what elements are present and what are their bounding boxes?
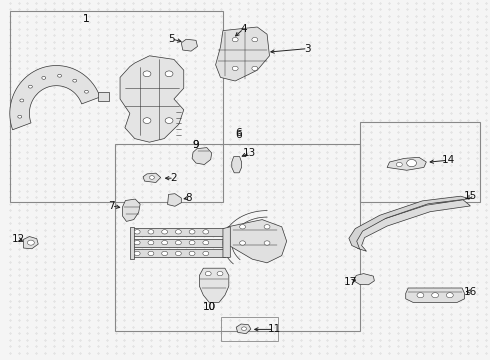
Circle shape xyxy=(162,240,168,245)
Circle shape xyxy=(148,230,154,234)
Circle shape xyxy=(165,118,173,123)
Circle shape xyxy=(264,241,270,245)
Circle shape xyxy=(84,90,88,93)
Circle shape xyxy=(149,176,154,179)
Circle shape xyxy=(134,240,140,245)
Polygon shape xyxy=(387,157,426,170)
Circle shape xyxy=(417,293,424,298)
Text: 8: 8 xyxy=(185,193,192,203)
Text: 6: 6 xyxy=(235,128,242,138)
Text: 14: 14 xyxy=(441,155,455,165)
Circle shape xyxy=(58,74,62,77)
Text: 12: 12 xyxy=(12,234,25,244)
Circle shape xyxy=(252,37,258,42)
Polygon shape xyxy=(10,66,100,130)
Polygon shape xyxy=(132,239,225,247)
Circle shape xyxy=(143,118,151,123)
Circle shape xyxy=(242,327,246,330)
Bar xyxy=(221,317,278,341)
Circle shape xyxy=(143,71,151,77)
Circle shape xyxy=(175,240,181,245)
Bar xyxy=(10,11,223,202)
Polygon shape xyxy=(349,196,469,249)
Polygon shape xyxy=(216,27,270,81)
Text: 4: 4 xyxy=(240,24,247,34)
Polygon shape xyxy=(192,148,212,165)
Circle shape xyxy=(432,293,439,298)
Circle shape xyxy=(252,66,258,71)
Text: 10: 10 xyxy=(203,302,216,312)
Text: 2: 2 xyxy=(171,173,177,183)
Circle shape xyxy=(189,240,195,245)
Circle shape xyxy=(264,225,270,229)
Circle shape xyxy=(175,251,181,256)
Polygon shape xyxy=(354,274,374,285)
Polygon shape xyxy=(132,228,225,236)
Bar xyxy=(115,144,360,331)
Text: 9: 9 xyxy=(193,140,199,150)
Polygon shape xyxy=(223,227,230,257)
Polygon shape xyxy=(232,157,242,173)
Circle shape xyxy=(232,37,238,42)
Polygon shape xyxy=(236,324,251,334)
Text: 3: 3 xyxy=(304,44,311,54)
Polygon shape xyxy=(406,288,465,302)
Polygon shape xyxy=(168,194,181,206)
Polygon shape xyxy=(228,220,287,263)
Polygon shape xyxy=(98,92,109,101)
Polygon shape xyxy=(353,200,470,251)
Circle shape xyxy=(232,66,238,71)
Circle shape xyxy=(134,251,140,256)
Circle shape xyxy=(18,115,22,118)
Text: 9: 9 xyxy=(193,140,199,150)
Text: 15: 15 xyxy=(464,191,477,201)
Polygon shape xyxy=(130,227,134,259)
Text: 16: 16 xyxy=(464,287,477,297)
Polygon shape xyxy=(24,237,38,249)
Bar xyxy=(360,122,480,202)
Circle shape xyxy=(42,76,46,79)
Circle shape xyxy=(148,240,154,245)
Circle shape xyxy=(189,230,195,234)
Polygon shape xyxy=(132,249,225,257)
Circle shape xyxy=(203,251,209,256)
Circle shape xyxy=(189,251,195,256)
Polygon shape xyxy=(122,199,140,221)
Circle shape xyxy=(407,159,416,167)
Circle shape xyxy=(20,99,24,102)
Text: 11: 11 xyxy=(268,324,281,334)
Polygon shape xyxy=(181,39,197,51)
Circle shape xyxy=(27,240,34,245)
Circle shape xyxy=(148,251,154,256)
Circle shape xyxy=(205,271,211,276)
Circle shape xyxy=(28,85,32,88)
Text: 1: 1 xyxy=(82,14,89,24)
Text: 7: 7 xyxy=(108,201,115,211)
Circle shape xyxy=(73,79,77,82)
Polygon shape xyxy=(143,173,161,183)
Text: 13: 13 xyxy=(243,148,257,158)
Circle shape xyxy=(162,251,168,256)
Circle shape xyxy=(165,71,173,77)
Circle shape xyxy=(217,271,223,276)
Circle shape xyxy=(240,241,245,245)
Text: 6: 6 xyxy=(235,130,242,140)
Text: 1: 1 xyxy=(82,14,89,24)
Circle shape xyxy=(446,293,453,298)
Circle shape xyxy=(396,162,402,167)
Circle shape xyxy=(203,240,209,245)
Circle shape xyxy=(240,225,245,229)
Circle shape xyxy=(162,230,168,234)
Text: 17: 17 xyxy=(343,276,357,287)
Polygon shape xyxy=(199,268,229,302)
Polygon shape xyxy=(120,56,184,142)
Text: 5: 5 xyxy=(168,34,175,44)
Circle shape xyxy=(175,230,181,234)
Text: 10: 10 xyxy=(203,302,216,312)
Circle shape xyxy=(134,230,140,234)
Circle shape xyxy=(203,230,209,234)
